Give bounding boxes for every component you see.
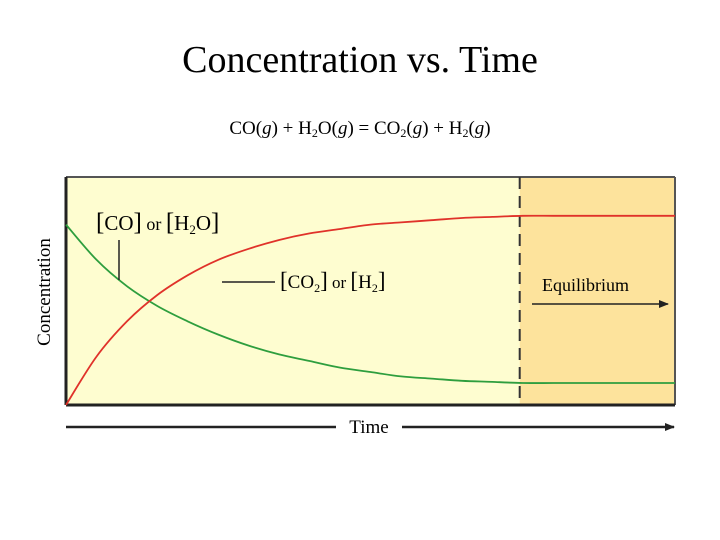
page-title: Concentration vs. Time: [182, 39, 538, 81]
series-label-co-h2o: [CO] or [H2O]: [96, 209, 219, 237]
pre-equilibrium-region: [66, 177, 520, 405]
x-axis-label: Time: [349, 417, 388, 438]
reaction-equation: CO(g) + H2O(g) = CO2(g) + H2(g): [229, 118, 491, 140]
y-axis-label: Concentration: [34, 238, 55, 346]
series-label-co2-h2: [CO2] or [H2]: [280, 268, 386, 295]
series-line-co2-h2: [65, 214, 675, 406]
series-line-co-h2o: [65, 224, 675, 384]
equilibrium-label: Equilibrium: [542, 275, 629, 295]
